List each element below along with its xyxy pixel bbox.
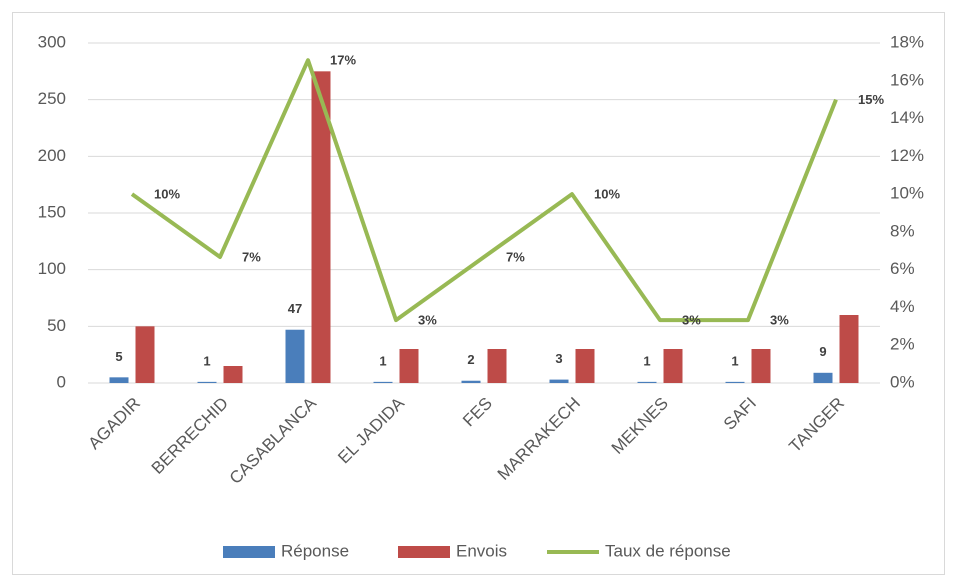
y2-tick-label: 4% bbox=[890, 297, 915, 316]
bar bbox=[637, 381, 657, 383]
bar bbox=[549, 379, 569, 383]
data-label: 7% bbox=[242, 249, 261, 264]
y2-tick-label: 8% bbox=[890, 221, 915, 240]
data-label: 2 bbox=[467, 352, 474, 367]
bar bbox=[663, 349, 683, 383]
data-label: 1 bbox=[379, 353, 386, 368]
legend-swatch bbox=[223, 546, 275, 558]
y-tick-label: 50 bbox=[47, 316, 66, 335]
data-label: 3% bbox=[418, 313, 437, 328]
y2-tick-label: 0% bbox=[890, 372, 915, 391]
bar bbox=[725, 381, 745, 383]
legend-label: Envois bbox=[456, 541, 507, 560]
bar bbox=[751, 349, 771, 383]
y2-tick-label: 16% bbox=[890, 70, 924, 89]
bar bbox=[813, 372, 833, 383]
data-label: 1 bbox=[203, 353, 210, 368]
legend-label: Taux de réponse bbox=[605, 541, 731, 560]
data-label: 3% bbox=[682, 313, 701, 328]
y2-tick-label: 2% bbox=[890, 335, 915, 354]
bar bbox=[109, 377, 129, 383]
bar bbox=[461, 380, 481, 383]
y-tick-label: 150 bbox=[38, 202, 66, 221]
y-tick-label: 100 bbox=[38, 259, 66, 278]
bar bbox=[373, 381, 393, 383]
y2-tick-label: 6% bbox=[890, 259, 915, 278]
bar bbox=[311, 71, 331, 383]
bar bbox=[575, 349, 595, 383]
legend-swatch bbox=[398, 546, 450, 558]
y2-tick-label: 12% bbox=[890, 146, 924, 165]
data-label: 10% bbox=[154, 187, 180, 202]
chart-border bbox=[12, 12, 945, 575]
bar bbox=[223, 366, 243, 383]
data-label: 1 bbox=[643, 353, 650, 368]
y-tick-label: 250 bbox=[38, 89, 66, 108]
y-tick-label: 200 bbox=[38, 146, 66, 165]
bar bbox=[197, 381, 217, 383]
data-label: 1 bbox=[731, 353, 738, 368]
y-tick-label: 0 bbox=[57, 372, 66, 391]
y2-tick-label: 18% bbox=[890, 32, 924, 51]
legend-label: Réponse bbox=[281, 541, 349, 560]
line bbox=[130, 58, 838, 323]
bar bbox=[135, 326, 155, 383]
y2-tick-label: 10% bbox=[890, 184, 924, 203]
y2-tick-label: 14% bbox=[890, 108, 924, 127]
data-label: 7% bbox=[506, 249, 525, 264]
data-label: 3 bbox=[555, 351, 562, 366]
y-tick-label: 300 bbox=[38, 32, 66, 51]
data-label: 15% bbox=[858, 92, 884, 107]
data-label: 5 bbox=[115, 349, 122, 364]
data-label: 47 bbox=[288, 301, 302, 316]
data-label: 9 bbox=[819, 344, 826, 359]
bar bbox=[399, 349, 419, 383]
bar bbox=[487, 349, 507, 383]
bar bbox=[839, 315, 859, 383]
data-label: 10% bbox=[594, 187, 620, 202]
bar bbox=[285, 329, 305, 383]
data-label: 17% bbox=[330, 53, 356, 68]
data-label: 3% bbox=[770, 313, 789, 328]
